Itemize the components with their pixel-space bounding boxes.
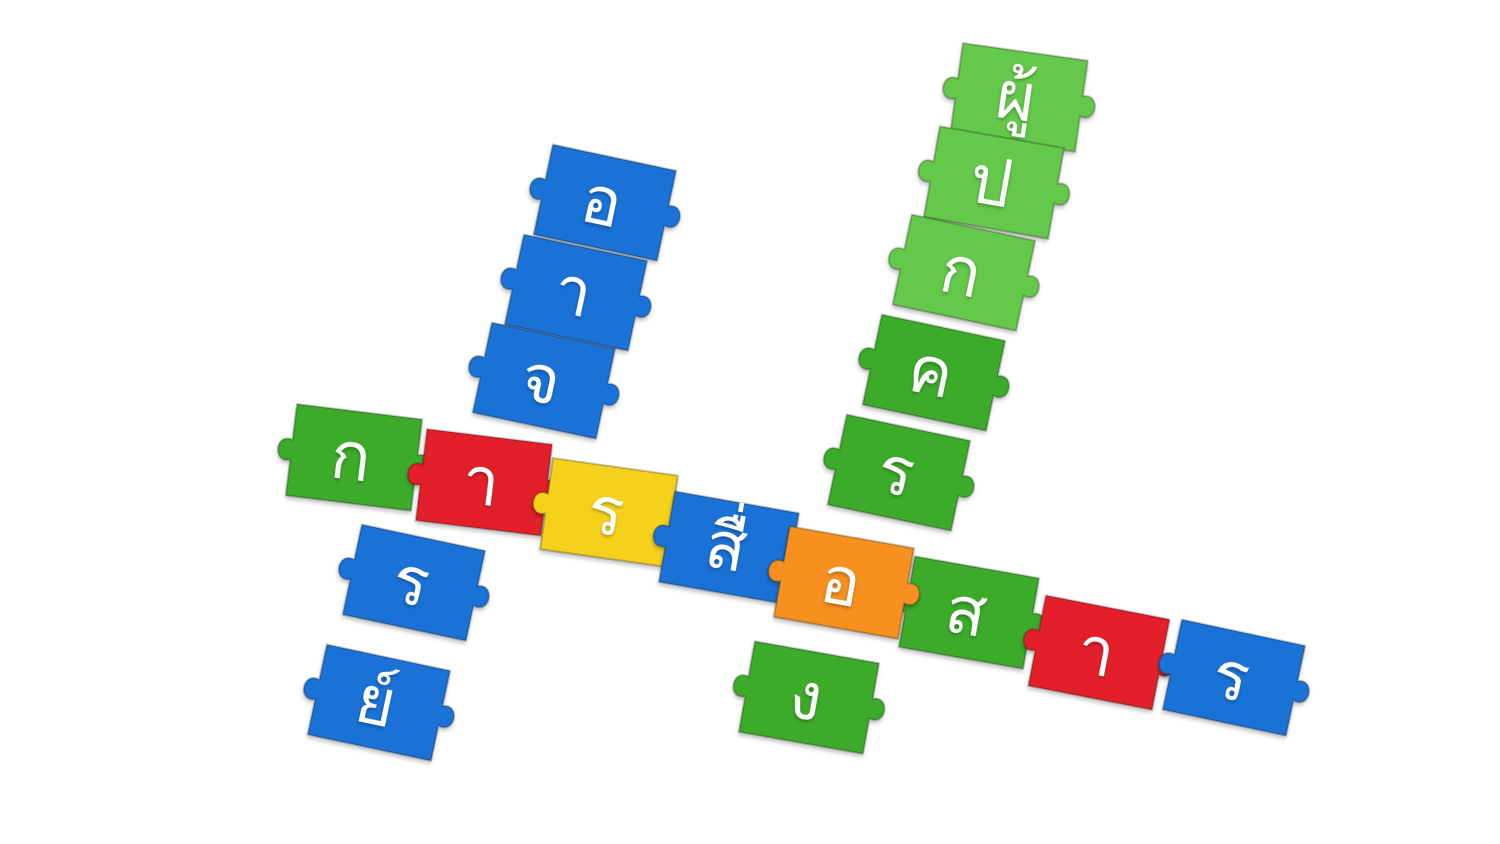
puzzle-piece-horizontal-7: า <box>1021 588 1176 715</box>
puzzle-piece-right-1: ผู้ <box>942 36 1096 157</box>
puzzle-piece-horizontal-2: า <box>406 422 561 541</box>
puzzle-piece-right-7: ง <box>732 634 886 759</box>
puzzle-piece-right-2: ป <box>917 119 1071 244</box>
puzzle-piece-left-1: อ <box>527 137 682 266</box>
puzzle-piece-left-3: จ <box>466 315 621 444</box>
puzzle-piece-right-3: ก <box>886 207 1041 336</box>
puzzle-piece-left-5: ร <box>336 517 491 646</box>
puzzle-piece-horizontal-6: ส <box>892 549 1046 674</box>
puzzle-piece-right-5: ร <box>821 407 976 536</box>
puzzle-piece-shared-orange: อ <box>767 519 921 644</box>
puzzle-piece-left-6: ย์ <box>301 637 456 766</box>
puzzle-piece-horizontal-1: ก <box>276 397 431 516</box>
puzzle-piece-horizontal-8: ร <box>1156 612 1311 741</box>
puzzle-piece-right-4: ค <box>856 307 1011 436</box>
puzzle-piece-left-2: า <box>498 227 653 356</box>
